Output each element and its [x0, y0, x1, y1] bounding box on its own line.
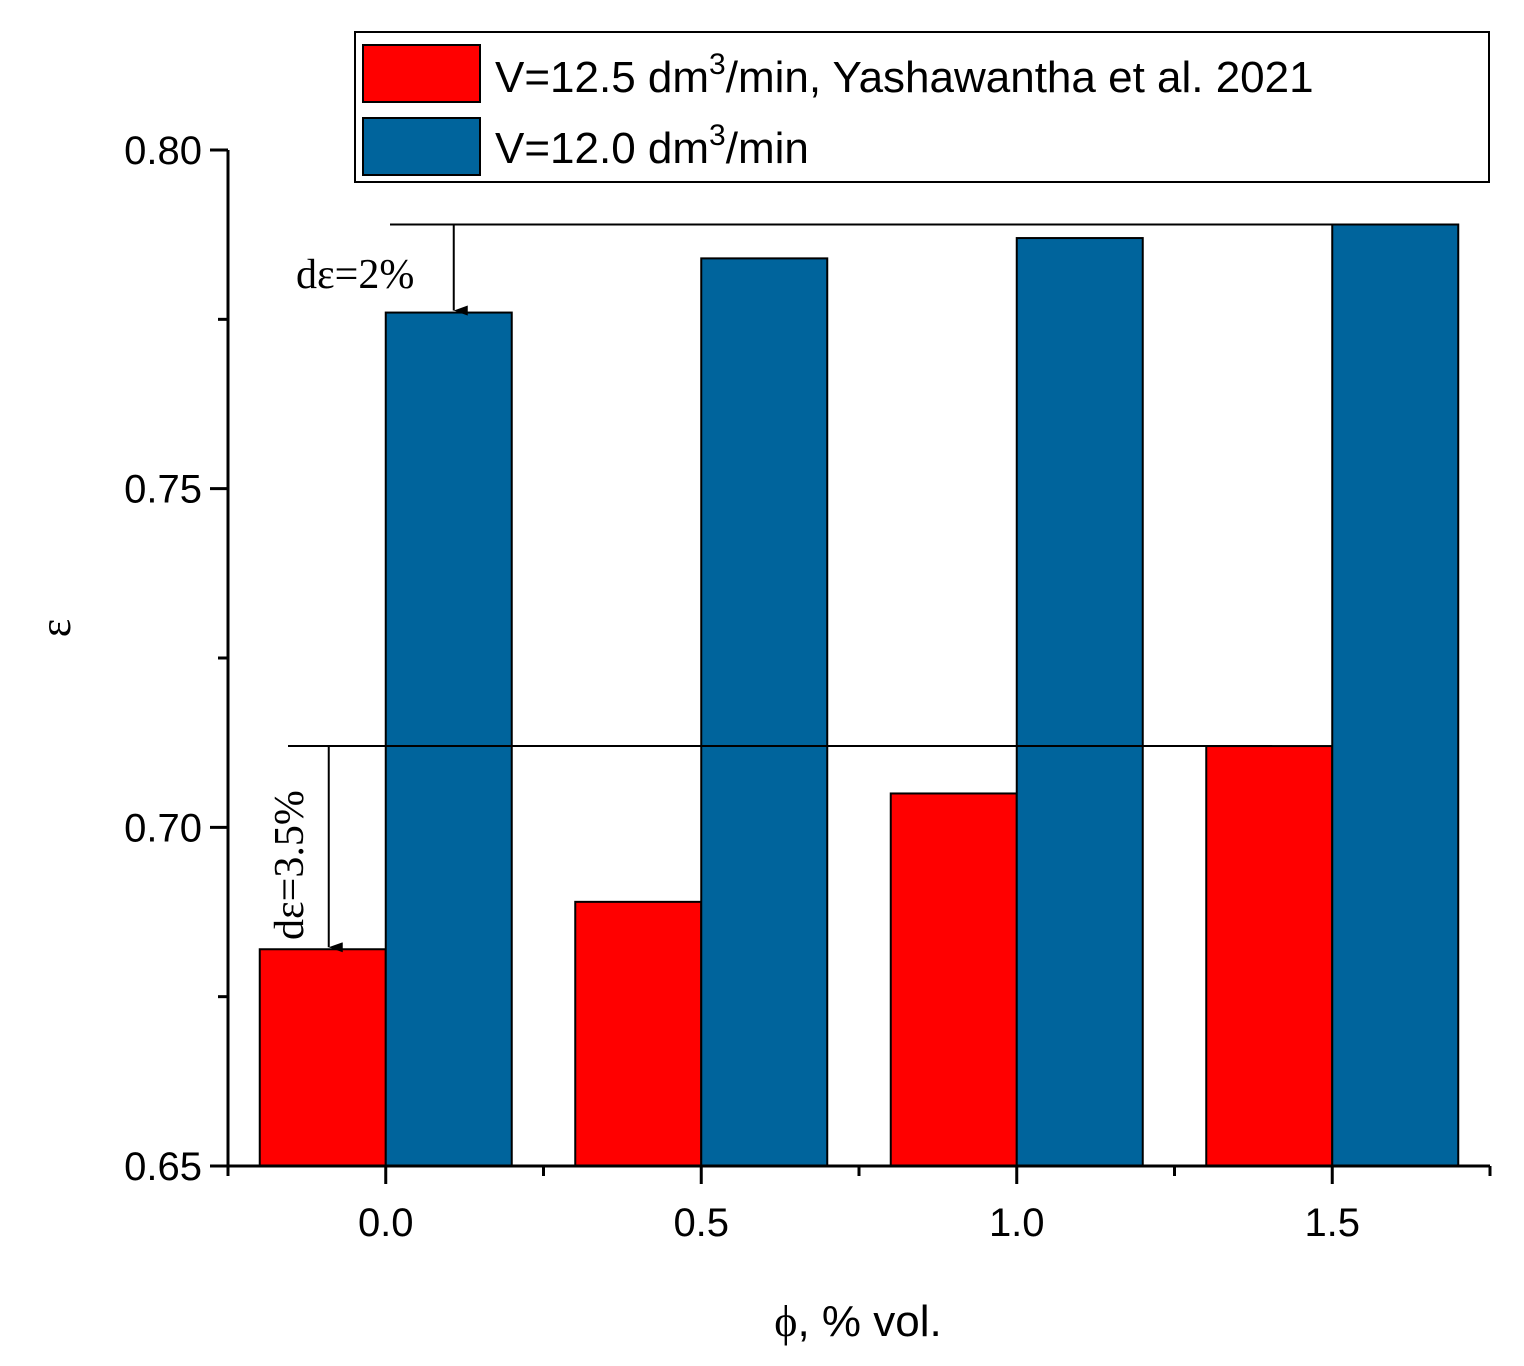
bars-layer [258, 223, 1460, 1168]
y-axis-title: ε [31, 619, 80, 637]
bar-series-2-cat-1 [700, 257, 829, 1167]
annotation-de-3-5pct: dε=3.5% [267, 790, 313, 940]
legend-box [354, 31, 1490, 183]
legend: V=12.5 dm3/min, Yashawantha et al. 2021 … [354, 31, 1490, 183]
y-tick-label: 0.65 [124, 1145, 202, 1189]
bar-series-1-cat-1 [574, 900, 703, 1168]
bar-series-1-cat-0 [258, 948, 387, 1168]
legend-label-series-2: V=12.0 dm3/min [495, 119, 809, 173]
ticks: 0.65 0.70 0.75 0.80 0.0 0.5 1.0 1.5 [124, 129, 1492, 1245]
y-tick-label: 0.80 [124, 129, 202, 173]
legend-label-series-1: V=12.5 dm3/min, Yashawantha et al. 2021 [495, 48, 1314, 102]
bar-series-2-cat-0 [384, 311, 513, 1167]
annotations: dε=2% dε=3.5% [267, 252, 414, 940]
annotation-lines [288, 223, 1459, 953]
annotation-de-2pct: dε=2% [296, 252, 414, 298]
bar-series-1-cat-3 [1205, 745, 1334, 1167]
y-tick-label: 0.70 [124, 806, 202, 850]
legend-swatch-blue [362, 117, 481, 176]
x-tick-label: 1.0 [989, 1201, 1045, 1245]
y-tick-label: 0.75 [124, 468, 202, 512]
bar-series-1-cat-2 [889, 792, 1018, 1167]
x-tick-label: 1.5 [1304, 1201, 1360, 1245]
x-tick-label: 0.0 [358, 1201, 414, 1245]
bar-series-2-cat-3 [1331, 223, 1460, 1168]
x-axis-title: ϕ, % vol. [774, 1297, 941, 1346]
x-tick-label: 0.5 [673, 1201, 729, 1245]
bar-series-2-cat-2 [1015, 237, 1144, 1167]
legend-swatch-red [362, 44, 481, 103]
